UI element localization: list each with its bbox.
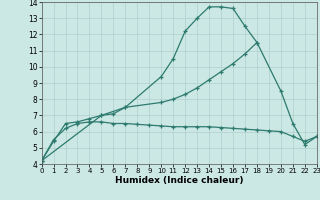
- X-axis label: Humidex (Indice chaleur): Humidex (Indice chaleur): [115, 176, 244, 185]
